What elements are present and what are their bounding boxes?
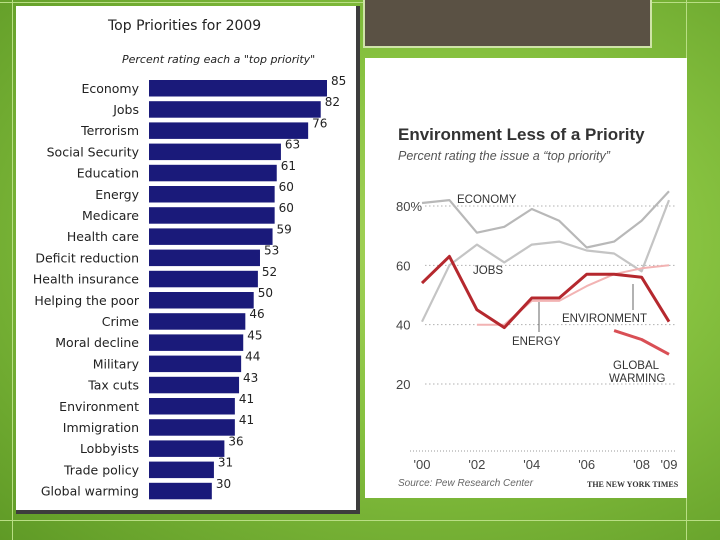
x-tick-2002: '02 — [468, 457, 485, 472]
bar-label-immigration: Immigration — [63, 420, 139, 435]
bar-chart-title: Top Priorities for 2009 — [108, 18, 262, 34]
line-chart-title: Environment Less of a Priority — [398, 125, 645, 144]
bar-label-helping-the-poor: Helping the poor — [34, 293, 140, 308]
decorative-rule-top — [0, 2, 720, 3]
series-line-environment — [420, 254, 671, 330]
bar-value-helping-the-poor: 50 — [258, 286, 273, 300]
bar-trade-policy — [149, 461, 214, 479]
bar-label-crime: Crime — [102, 314, 140, 329]
title-placeholder-box — [363, 0, 652, 48]
bar-helping-the-poor — [149, 292, 254, 309]
bar-value-health-insurance: 52 — [262, 265, 277, 279]
bar-value-environment: 41 — [239, 392, 254, 406]
bar-label-social-security: Social Security — [47, 144, 140, 159]
bar-energy — [149, 186, 275, 203]
x-tick-2000: '00 — [414, 457, 431, 472]
bar-jobs — [149, 101, 321, 118]
bar-label-lobbyists: Lobbyists — [80, 441, 139, 456]
bar-value-moral-decline: 45 — [247, 328, 262, 342]
bar-value-terrorism: 76 — [312, 116, 327, 130]
bar-social-security — [149, 143, 281, 161]
bar-immigration — [149, 419, 235, 436]
bar-medicare — [149, 207, 275, 224]
bar-value-deficit-reduction: 53 — [264, 244, 279, 258]
bar-terrorism — [149, 122, 309, 139]
bar-tax-cuts — [149, 376, 240, 394]
label-global: GLOBAL — [613, 360, 660, 372]
label-environment: ENVIRONMENT — [562, 313, 647, 325]
bar-global-warming — [149, 482, 212, 500]
bar-label-trade-policy: Trade policy — [63, 462, 140, 477]
bar-value-social-security: 63 — [285, 138, 300, 152]
line-chart: 20 40 60 80% '00 '02 '04 '06 '08 '09 ECONOMY JOBS EN… — [396, 190, 678, 472]
y-tick-60: 60 — [396, 258, 410, 273]
bar-value-medicare: 60 — [279, 201, 294, 215]
x-tick-2008: '08 — [633, 457, 650, 472]
chart-credit: THE NEW YORK TIMES — [587, 480, 679, 489]
bar-value-jobs: 82 — [325, 95, 340, 109]
label-jobs: JOBS — [473, 265, 503, 277]
bar-label-health-care: Health care — [67, 229, 139, 244]
bar-label-terrorism: Terrorism — [80, 123, 139, 138]
bar-value-education: 61 — [281, 159, 296, 173]
bar-value-military: 44 — [245, 350, 260, 364]
bar-label-deficit-reduction: Deficit reduction — [35, 250, 139, 265]
bar-value-crime: 46 — [249, 307, 264, 321]
bar-chart: Economy 85 Jobs 82 Terrorism 76 Social Securit… — [33, 74, 346, 500]
top-priorities-panel: Top Priorities for 2009 Percent rating e… — [16, 6, 360, 514]
y-tick-20: 20 — [396, 377, 410, 392]
bar-health-insurance — [149, 270, 258, 288]
bar-value-health-care: 59 — [277, 222, 292, 236]
y-tick-80: 80% — [396, 199, 422, 214]
bar-crime — [149, 313, 246, 330]
bar-value-trade-policy: 31 — [218, 456, 233, 470]
environment-panel: 20 40 60 80% '00 '02 '04 '06 '08 '09 ECONOMY JOBS EN… — [365, 58, 687, 498]
bar-value-energy: 60 — [279, 180, 294, 194]
label-energy: ENERGY — [512, 336, 561, 348]
decorative-rule-bottom — [0, 520, 720, 521]
bar-value-lobbyists: 36 — [228, 434, 243, 448]
bar-military — [149, 355, 242, 373]
bar-moral-decline — [149, 334, 244, 351]
bar-label-jobs: Jobs — [112, 102, 139, 117]
bar-label-health-insurance: Health insurance — [33, 272, 139, 287]
bar-chart-subtitle: Percent rating each a "top priority" — [122, 53, 316, 66]
bar-label-global-warming: Global warming — [41, 484, 139, 499]
label-economy: ECONOMY — [457, 194, 517, 206]
decorative-rule-left — [12, 0, 13, 540]
series-line-global-warming — [613, 329, 670, 356]
bar-label-medicare: Medicare — [82, 208, 139, 223]
chart-source: Source: Pew Research Center — [398, 478, 534, 489]
bar-health-care — [149, 228, 273, 245]
bar-label-economy: Economy — [81, 81, 139, 96]
bar-deficit-reduction — [149, 249, 260, 267]
bar-environment — [149, 398, 235, 415]
bar-value-tax-cuts: 43 — [243, 371, 258, 385]
x-tick-2004: '04 — [523, 457, 540, 472]
x-tick-2006: '06 — [578, 457, 595, 472]
x-tick-2009: '09 — [661, 457, 678, 472]
line-chart-subtitle: Percent rating the issue a “top priority… — [398, 149, 610, 163]
bar-label-energy: Energy — [95, 187, 139, 202]
bar-label-education: Education — [77, 166, 139, 181]
bar-value-global-warming: 30 — [216, 477, 231, 491]
bar-economy — [149, 80, 327, 97]
bar-label-moral-decline: Moral decline — [55, 335, 139, 350]
bar-label-environment: Environment — [59, 399, 139, 414]
bar-value-economy: 85 — [331, 74, 346, 88]
bar-label-military: Military — [93, 356, 140, 371]
bar-education — [149, 164, 277, 182]
bar-lobbyists — [149, 440, 225, 457]
y-tick-40: 40 — [396, 318, 410, 333]
label-warming: WARMING — [609, 373, 665, 385]
series-line-economy — [421, 190, 670, 249]
bar-value-immigration: 41 — [239, 413, 254, 427]
bar-label-tax-cuts: Tax cuts — [87, 378, 139, 393]
series-line-jobs — [421, 199, 671, 323]
